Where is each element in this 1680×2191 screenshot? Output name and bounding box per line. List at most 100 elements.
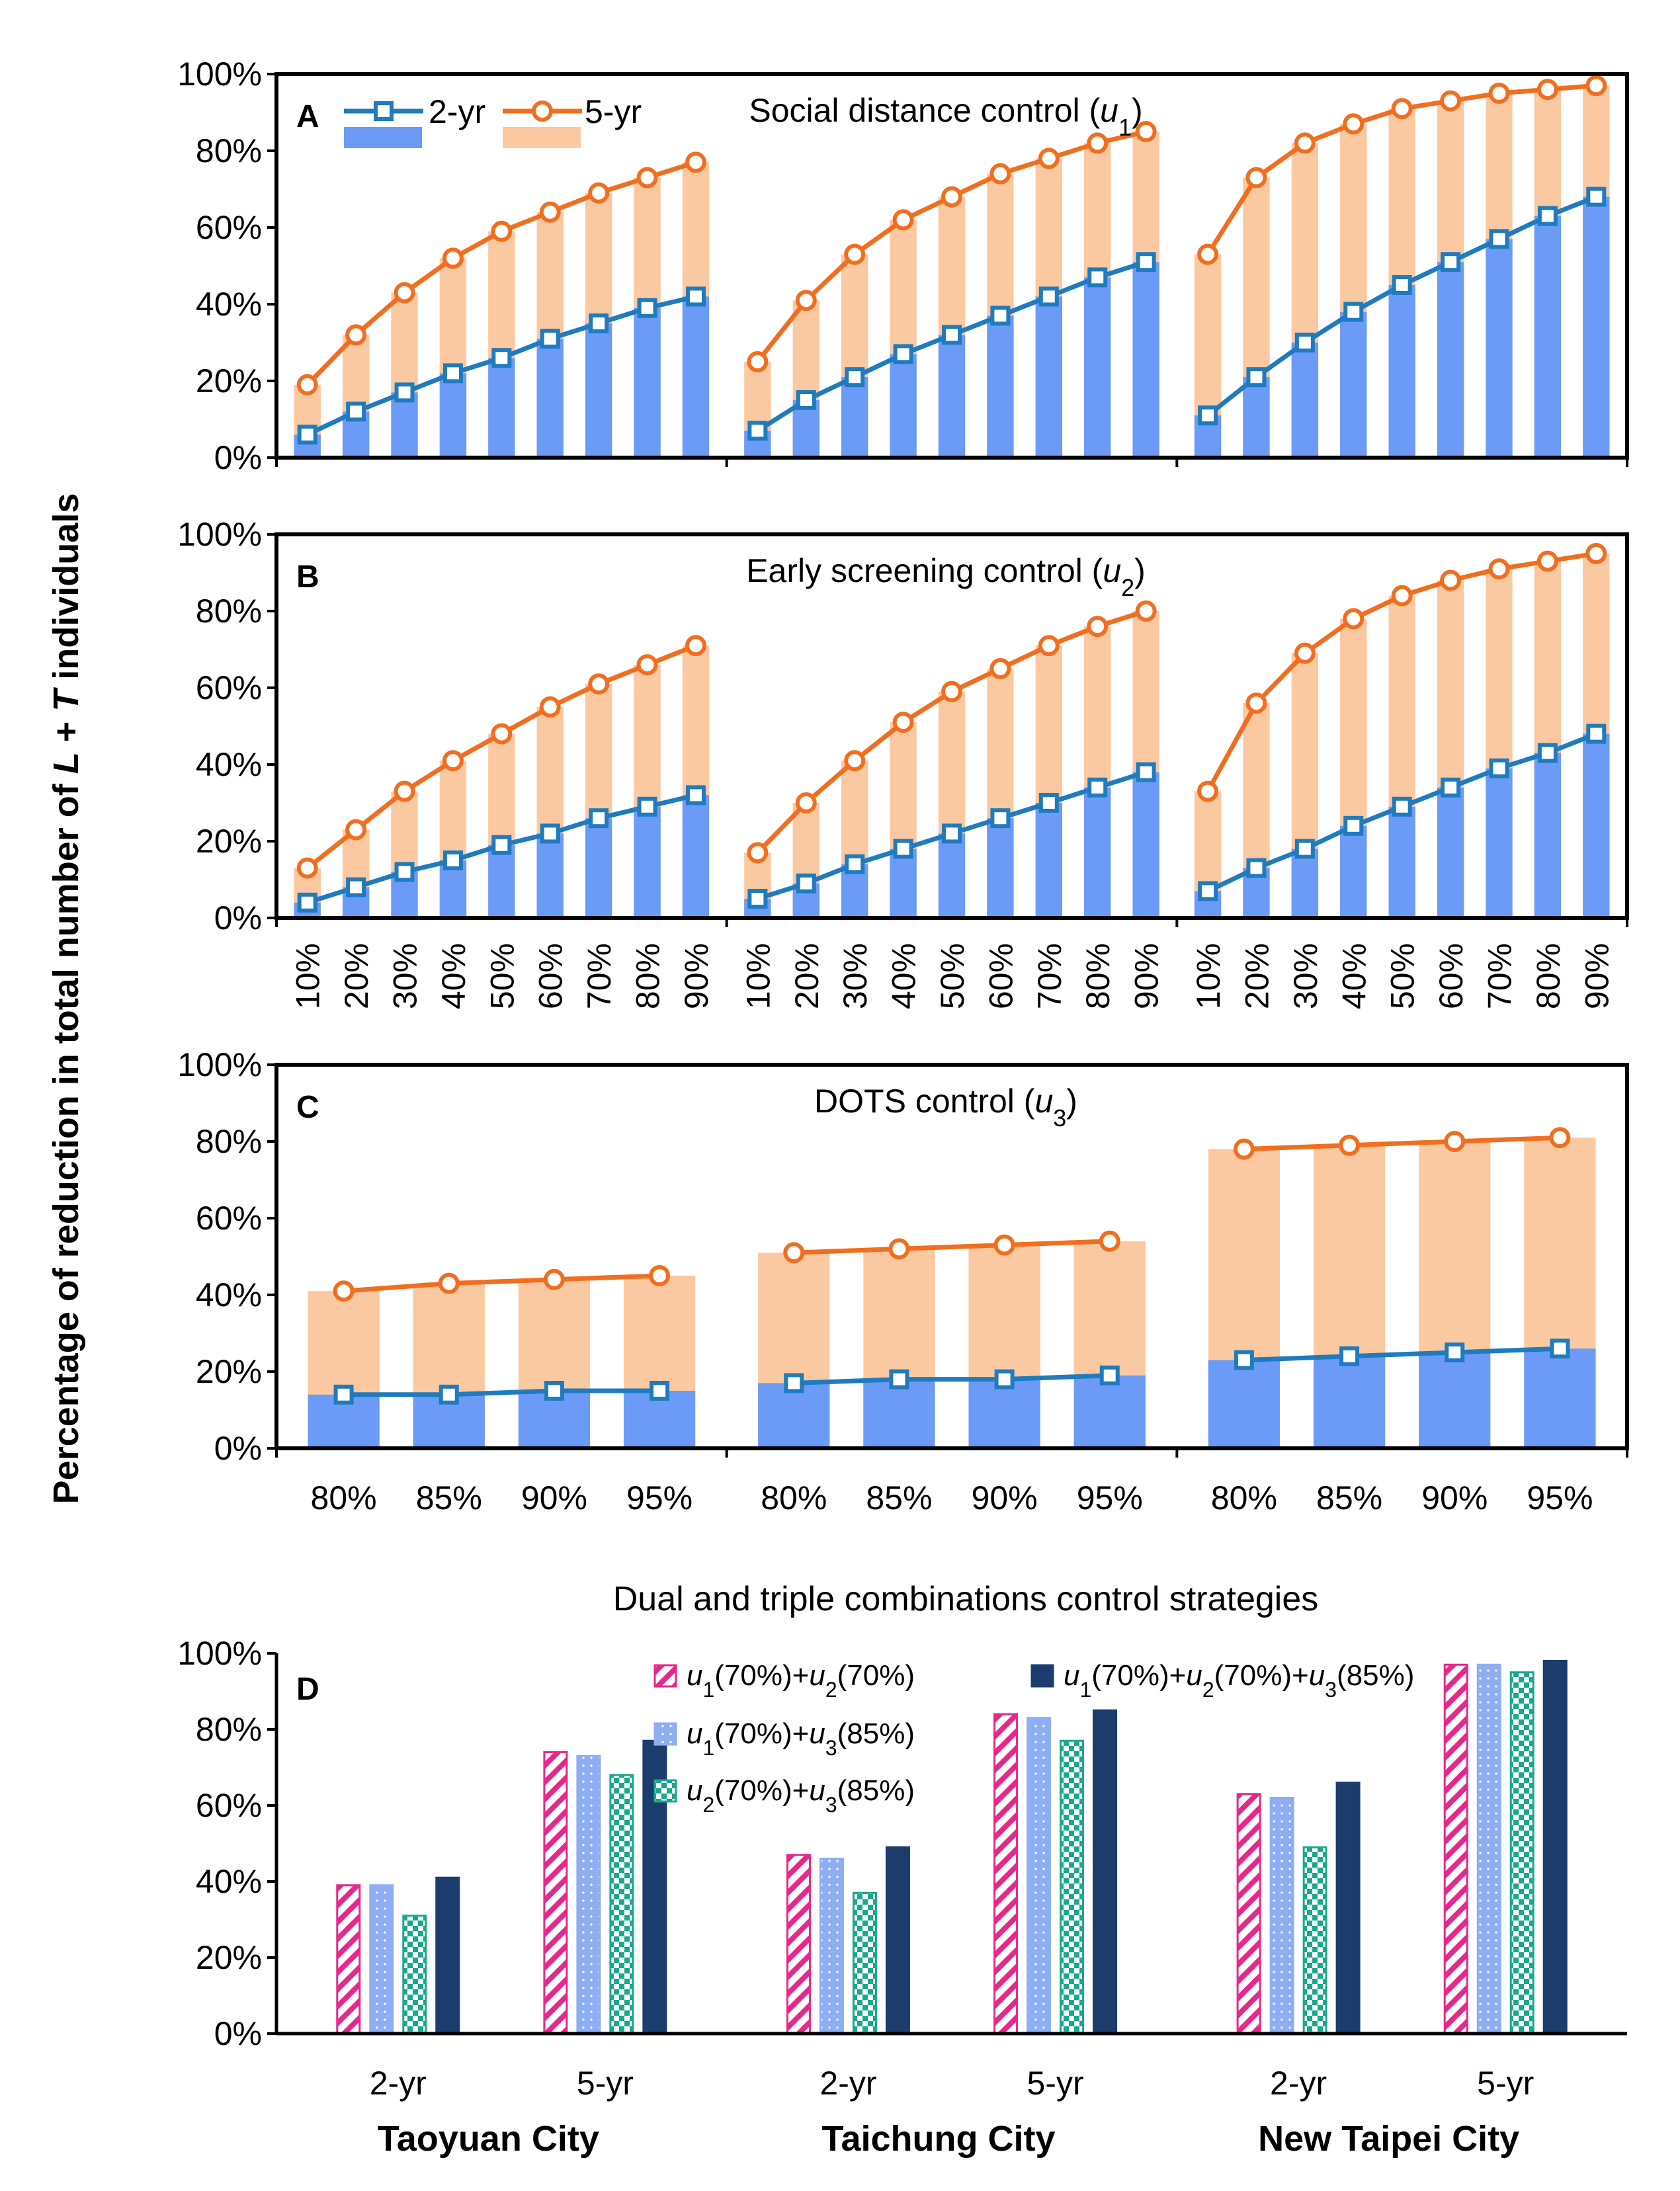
panel-b-point-5yr [685, 635, 706, 657]
panel-a-point-2yr [540, 329, 560, 349]
panel-d-title: Dual and triple combinations control str… [613, 1580, 1319, 1618]
panel-c-bar-2yr [968, 1379, 1040, 1448]
panel-a-point-5yr [795, 290, 817, 311]
panel-a-point-5yr [1197, 243, 1219, 265]
panel-a-bar-2yr [938, 335, 966, 458]
panel-b-point-5yr [1294, 642, 1316, 664]
panel-c-point-2yr [333, 1384, 354, 1405]
panel-b-bar-2yr [938, 833, 966, 918]
panel-c-bar-2yr [863, 1379, 935, 1448]
legend-2yr-label: 2-yr [429, 93, 485, 130]
panel-b-xtick-label: 90% [678, 943, 715, 1009]
panel-a-point-5yr [1440, 90, 1462, 112]
panel-b-xtick-label: 60% [982, 943, 1019, 1009]
panel-a-point-5yr [989, 163, 1011, 185]
panel-c-point-5yr [649, 1265, 671, 1286]
panel-c-xtick-label: 80% [311, 1479, 377, 1516]
panel-b-point-2yr [297, 892, 317, 913]
panel-a-bar-2yr [1388, 285, 1415, 458]
panel-a-point-2yr [491, 348, 512, 368]
panel-c-xtick-label: 90% [521, 1479, 587, 1516]
panel-a-bar-2yr [841, 377, 868, 458]
panel-b-point-2yr [442, 850, 463, 870]
panel-b-bar-2yr [1583, 733, 1610, 918]
panel-a-bar-2yr [585, 323, 612, 458]
panel-b-ytick-label: 40% [196, 746, 262, 783]
panel-d-xtick-label: 2-yr [370, 2065, 427, 2102]
panel-c-xtick-label: 85% [416, 1479, 482, 1516]
panel-c-point-2yr [650, 1381, 670, 1401]
panel-a-point-5yr [1488, 83, 1510, 104]
panel-d-bar-series-2 [1269, 1797, 1294, 2035]
panel-a-point-5yr [1294, 132, 1316, 154]
panel-d-xtick-label: 5-yr [577, 2065, 634, 2102]
panel-b-point-2yr [1294, 839, 1315, 859]
panel-b-point-5yr [1391, 585, 1413, 606]
panel-a-ytick-label: 20% [196, 362, 262, 399]
panel-c-ytick-label: 20% [196, 1353, 262, 1390]
panel-d-bar-series-4 [1542, 1660, 1568, 2035]
panel-b-xtick-label: 90% [1128, 943, 1165, 1009]
panel-b-point-2yr [685, 785, 706, 806]
panel-b-early-screening: 10% 20% 30% 40% 50% 60% 70% 80% 90% 10% 20% 30% 40% 5… [177, 516, 1629, 1009]
panel-a-point-2yr [1392, 275, 1412, 295]
panel-b-xtick-label: 20% [338, 943, 375, 1009]
panel-b-point-2yr [491, 835, 512, 855]
panel-c-point-2yr [544, 1381, 564, 1401]
panel-d-bar-series-3 [402, 1915, 427, 2035]
legend-5yr-marker [532, 101, 553, 122]
panel-b-point-5yr [1536, 550, 1558, 572]
panel-a-point-2yr [394, 382, 415, 403]
panel-b-point-5yr [795, 792, 817, 813]
city-label: Taoyuan City [378, 2119, 599, 2159]
panel-a-bar-2yr [1035, 296, 1063, 458]
panel-b-xtick-label: 10% [290, 943, 327, 1009]
panel-a-bar-2yr [1291, 343, 1319, 458]
panel-a-point-2yr [845, 367, 865, 388]
panel-a-point-2yr [1537, 206, 1558, 226]
panel-b-xtick-label: 60% [532, 943, 569, 1009]
panel-b-ytick-label: 80% [196, 593, 262, 630]
panel-b-point-5yr [1135, 600, 1157, 622]
legend-2yr-bar [344, 127, 422, 148]
panel-b-point-5yr [844, 750, 866, 772]
panel-b-bar-2yr [585, 818, 612, 918]
panel-b-point-2yr [1392, 796, 1412, 817]
panel-b-point-2yr [394, 862, 415, 882]
panel-a-point-2yr [637, 298, 657, 318]
panel-d-bar-series-1 [336, 1884, 361, 2035]
panel-a-point-5yr [747, 351, 769, 372]
panel-c-xtick-label: 80% [761, 1479, 827, 1516]
panel-a-point-5yr [892, 209, 914, 231]
panel-b-point-5yr [1585, 543, 1607, 564]
panel-a-point-5yr [1343, 113, 1365, 135]
panel-c-point-5yr [1339, 1134, 1361, 1156]
panel-c-frame [274, 1063, 1629, 1450]
panel-b-point-2yr [1441, 777, 1461, 798]
panel-d-bar-series-1 [1236, 1793, 1261, 2035]
panel-a-point-5yr [941, 186, 962, 208]
panel-d-ytick-label: 0% [214, 2015, 262, 2052]
panel-b-bar-2yr [536, 833, 564, 918]
panel-c-point-5yr [1233, 1138, 1255, 1160]
panel-c-point-2yr [439, 1384, 459, 1405]
panel-b-xtick-label: 30% [837, 943, 874, 1009]
panel-a-point-2yr [1198, 405, 1218, 426]
panel-c-title: DOTS control (u3) [814, 1083, 1077, 1132]
panel-a-point-5yr [685, 151, 706, 173]
panel-d-xtick-label: 2-yr [1270, 2065, 1327, 2102]
panel-a-ytick-label: 40% [196, 286, 262, 323]
panel-c-point-2yr [1550, 1339, 1570, 1359]
panel-c-ytick-label: 0% [214, 1430, 262, 1467]
panel-d-bar-series-4 [435, 1876, 460, 2035]
panel-d-bar-series-2 [576, 1755, 601, 2035]
panel-d-ytick-label: 40% [196, 1863, 262, 1900]
panel-b-xtick-label: 50% [483, 943, 521, 1009]
panel-c-line-5yr [343, 1273, 660, 1294]
panel-a-point-5yr [442, 247, 464, 269]
panel-a-ytick-label: 80% [196, 132, 262, 169]
panel-a-title: Social distance control (u1) [749, 92, 1142, 141]
panel-c-point-2yr [1099, 1365, 1120, 1385]
panel-c-point-5yr [1099, 1230, 1120, 1252]
panel-d-bar-series-3 [609, 1774, 634, 2035]
